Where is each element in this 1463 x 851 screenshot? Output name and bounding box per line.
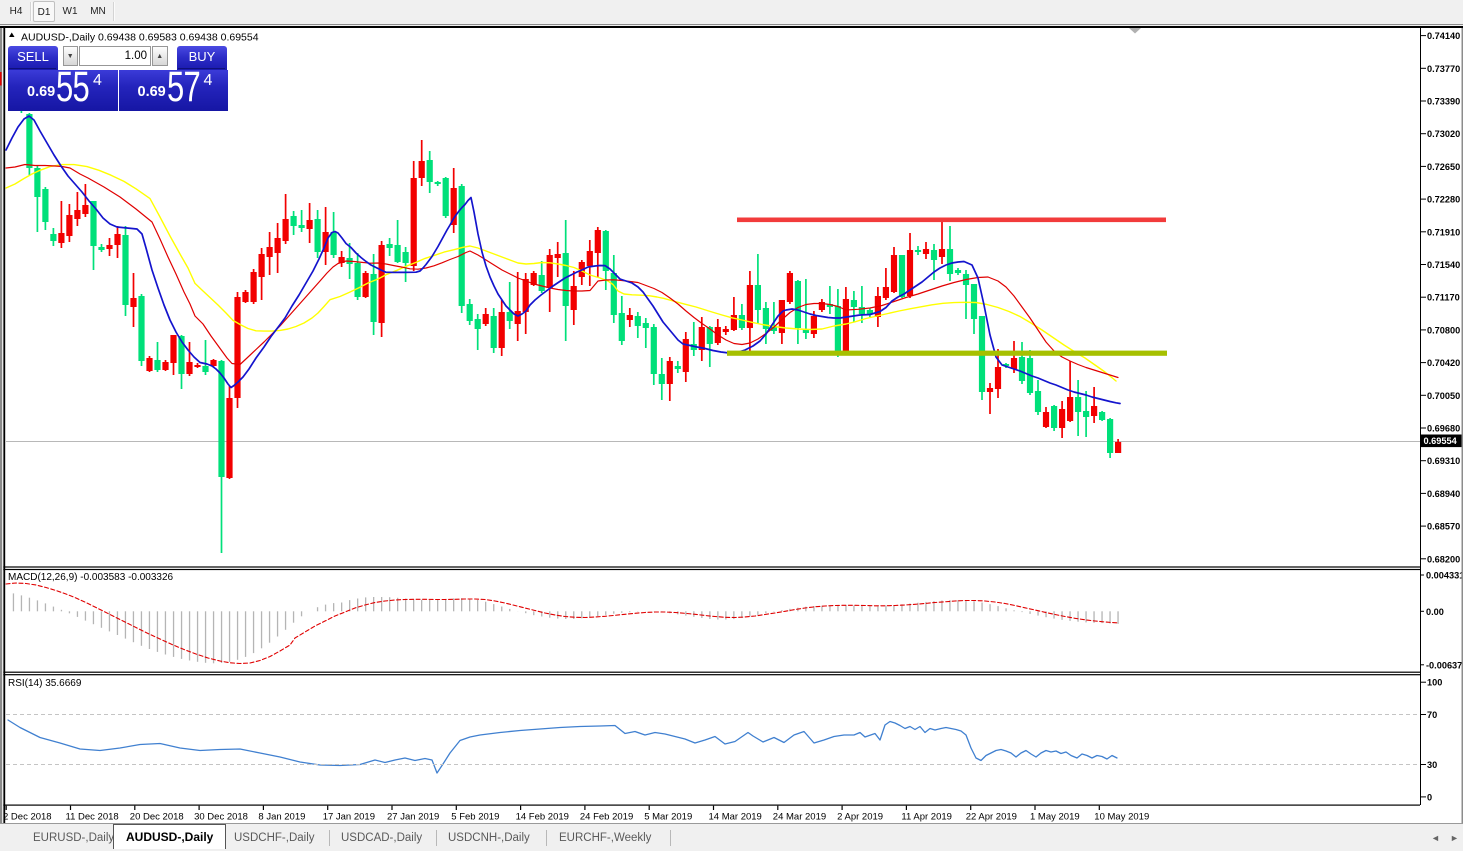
- svg-text:8 Jan 2019: 8 Jan 2019: [258, 812, 305, 823]
- svg-text:1 May 2019: 1 May 2019: [1030, 812, 1080, 823]
- svg-text:MACD(12,26,9) -0.003583 -0.003: MACD(12,26,9) -0.003583 -0.003326: [8, 572, 174, 583]
- svg-text:27 Jan 2019: 27 Jan 2019: [387, 812, 439, 823]
- svg-text:0.68200: 0.68200: [1427, 554, 1460, 564]
- svg-text:RSI(14) 35.6669: RSI(14) 35.6669: [8, 678, 82, 689]
- svg-text:24 Mar 2019: 24 Mar 2019: [773, 812, 826, 823]
- svg-text:11 Dec 2018: 11 Dec 2018: [66, 812, 119, 823]
- svg-text:10 May 2019: 10 May 2019: [1094, 812, 1149, 823]
- svg-text:11 Apr 2019: 11 Apr 2019: [901, 812, 952, 823]
- svg-text:22 Apr 2019: 22 Apr 2019: [966, 812, 1017, 823]
- svg-text:100: 100: [1427, 678, 1442, 688]
- svg-text:24 Feb 2019: 24 Feb 2019: [580, 812, 633, 823]
- svg-text:14 Feb 2019: 14 Feb 2019: [516, 812, 569, 823]
- svg-text:70: 70: [1427, 710, 1437, 720]
- svg-text:30 Dec 2018: 30 Dec 2018: [194, 812, 248, 823]
- svg-text:0.71540: 0.71540: [1427, 260, 1460, 270]
- svg-text:0.74140: 0.74140: [1427, 31, 1460, 41]
- svg-text:-0.006373: -0.006373: [1426, 660, 1463, 670]
- svg-text:0.73390: 0.73390: [1427, 97, 1460, 107]
- svg-text:0.004331: 0.004331: [1426, 571, 1463, 581]
- svg-text:0.73770: 0.73770: [1427, 64, 1460, 74]
- svg-text:0.72280: 0.72280: [1427, 195, 1460, 205]
- svg-text:0.69680: 0.69680: [1427, 424, 1460, 434]
- svg-text:30: 30: [1427, 760, 1437, 770]
- svg-text:0.70420: 0.70420: [1427, 358, 1460, 368]
- svg-text:2 Apr 2019: 2 Apr 2019: [837, 812, 883, 823]
- svg-text:14 Mar 2019: 14 Mar 2019: [709, 812, 762, 823]
- svg-text:5 Feb 2019: 5 Feb 2019: [451, 812, 499, 823]
- svg-text:0.71910: 0.71910: [1427, 227, 1460, 237]
- svg-text:0.70800: 0.70800: [1427, 325, 1460, 335]
- svg-text:0.00: 0.00: [1426, 607, 1444, 617]
- svg-text:0.72650: 0.72650: [1427, 162, 1460, 172]
- svg-text:0.69310: 0.69310: [1427, 456, 1460, 466]
- svg-text:0.71170: 0.71170: [1427, 293, 1460, 303]
- svg-text:17 Jan 2019: 17 Jan 2019: [323, 812, 375, 823]
- svg-text:2 Dec 2018: 2 Dec 2018: [3, 812, 52, 823]
- svg-text:0: 0: [1427, 792, 1432, 802]
- svg-text:0.69554: 0.69554: [1424, 436, 1458, 446]
- svg-text:AUDUSD-,Daily 0.69438 0.69583: AUDUSD-,Daily 0.69438 0.69583 0.69438 0.…: [21, 32, 259, 44]
- svg-text:0.68940: 0.68940: [1427, 489, 1460, 499]
- svg-text:0.70050: 0.70050: [1427, 391, 1460, 401]
- svg-text:0.73020: 0.73020: [1427, 129, 1460, 139]
- svg-text:5 Mar 2019: 5 Mar 2019: [644, 812, 692, 823]
- svg-text:20 Dec 2018: 20 Dec 2018: [130, 812, 184, 823]
- svg-text:0.68570: 0.68570: [1427, 522, 1460, 532]
